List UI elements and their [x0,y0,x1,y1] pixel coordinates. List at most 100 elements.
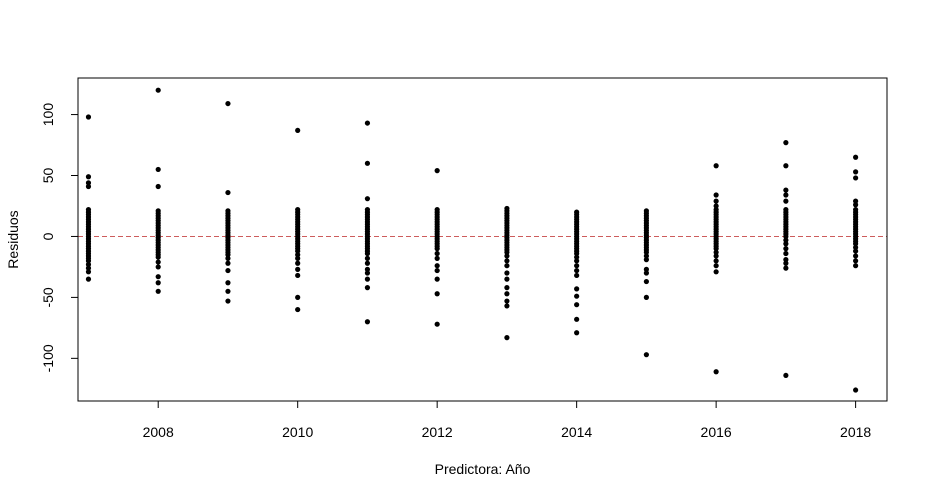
residual-point-2014-17 [574,250,580,257]
residual-point-2007-27 [85,265,92,271]
residual-point-2012-0 [434,168,440,174]
residual-point-2017-18 [783,241,789,247]
residual-point-2017-2 [783,187,789,193]
residual-point-2009-26 [225,298,231,304]
residual-point-2018-25 [853,387,859,393]
residual-point-2016-3 [713,203,719,209]
residual-point-2011-22 [364,255,371,261]
x-axis: 2008 2010 2012 2014 2016 2018 [143,400,871,440]
residual-point-2014-18 [574,254,580,260]
residual-point-2007-28 [85,269,92,275]
residual-point-2010-20 [295,255,301,261]
residual-point-2018-0 [853,154,859,160]
residual-point-2015-23 [643,294,649,300]
residual-point-2009-23 [225,267,231,274]
residual-point-2017-3 [783,192,789,198]
residual-point-2013-24 [504,285,510,291]
residual-point-2011-21 [364,250,371,257]
residual-point-2011-28 [364,319,371,325]
residual-point-2014-23 [574,286,580,292]
residual-point-2011-23 [364,260,371,266]
residual-point-2011-0 [364,120,371,126]
residual-point-2017-17 [783,237,789,243]
residual-point-2013-22 [504,270,510,276]
residual-point-2013-21 [504,263,510,269]
residual-point-2009-25 [225,288,231,294]
residual-point-2012-19 [434,255,440,261]
residual-point-2009-1 [225,189,231,196]
points-layer [85,87,859,393]
x-tick-label-2016: 2016 [701,424,732,440]
residual-point-2011-25 [364,270,371,276]
y-tick-label-50: 50 [40,168,56,184]
residual-point-2009-22 [225,260,231,266]
residual-point-2008-22 [155,254,161,260]
residual-point-2017-4 [783,198,789,204]
x-tick-label-2018: 2018 [840,424,871,440]
residual-point-2012-20 [434,263,440,269]
residual-point-2016-2 [713,198,719,204]
residual-point-2011-26 [364,276,371,282]
residual-point-2011-27 [364,285,371,291]
residual-point-2009-20 [225,252,231,258]
residual-point-2008-23 [155,259,161,265]
residual-point-2008-1 [155,166,161,173]
y-tick-label-100: 100 [40,103,56,127]
residual-point-2008-25 [155,274,161,280]
residual-point-2010-19 [295,252,301,258]
residual-point-2018-3 [853,198,859,204]
residual-point-2009-21 [225,255,231,261]
residual-point-2010-23 [295,272,301,279]
y-tick-label--100: -100 [40,344,56,372]
residual-point-2016-23 [713,258,719,264]
residual-point-2007-25 [85,258,92,264]
residual-point-2010-0 [295,127,301,134]
residual-point-2013-25 [504,291,510,297]
residual-point-2008-0 [155,87,161,93]
residual-point-2013-23 [504,276,510,282]
residual-point-2013-26 [504,298,510,304]
residual-point-2007-1 [85,174,92,180]
residual-point-2007-3 [85,183,92,190]
residual-point-2013-18 [504,249,510,255]
residual-point-2017-20 [783,250,789,257]
x-tick-label-2010: 2010 [282,424,313,440]
residual-point-2016-26 [713,369,719,375]
residual-point-2012-21 [434,267,440,274]
residual-point-2014-19 [574,258,580,264]
residual-point-2018-20 [853,244,859,251]
residual-point-2008-2 [155,183,161,190]
x-tick-label-2014: 2014 [561,424,592,440]
residual-point-2016-24 [713,263,719,269]
residual-point-2010-22 [295,266,301,272]
x-tick-label-2008: 2008 [143,424,174,440]
residual-point-2015-22 [643,278,649,285]
residual-point-2016-1 [713,192,719,198]
residual-point-2010-24 [295,294,301,300]
residual-point-2012-18 [434,250,440,257]
residual-point-2013-19 [504,253,510,259]
y-axis: -100 -50 0 50 100 [40,103,79,372]
residual-point-2007-26 [85,261,92,268]
x-axis-title: Predictora: Año [435,461,531,477]
residual-point-2017-16 [783,233,789,240]
residual-point-2018-2 [853,175,859,181]
residual-point-2017-24 [783,372,789,379]
residual-point-2013-27 [504,303,510,309]
residual-point-2013-20 [504,258,510,264]
residual-point-2015-24 [643,352,649,358]
residual-point-2012-23 [434,291,440,297]
residual-point-2016-25 [713,269,719,275]
residual-point-2007-29 [85,276,92,282]
residual-point-2014-27 [574,330,580,336]
residual-point-2015-20 [643,266,649,272]
residual-point-2017-0 [783,140,789,146]
residual-point-2016-21 [713,249,719,255]
residual-point-2018-22 [853,253,859,259]
y-tick-label-0: 0 [40,232,56,240]
residual-point-2008-24 [155,264,161,270]
residual-point-2007-0 [85,114,92,120]
residual-point-2011-2 [364,196,371,202]
